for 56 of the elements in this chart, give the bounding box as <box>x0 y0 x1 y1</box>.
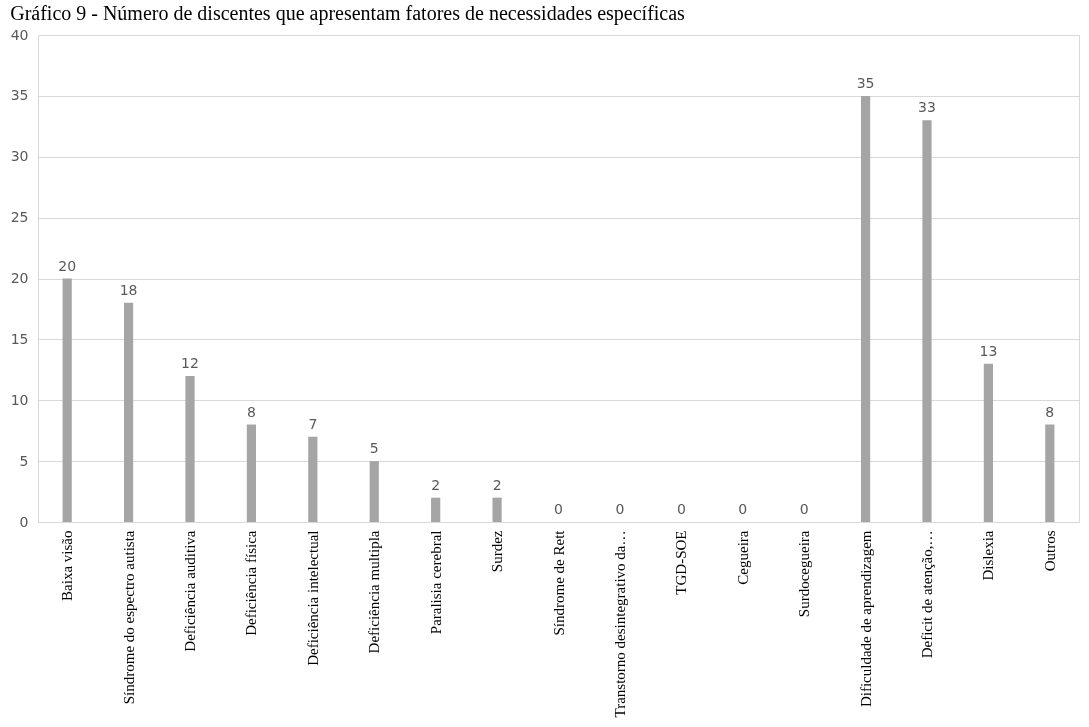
data-label: 2 <box>492 476 502 493</box>
bar <box>62 278 72 522</box>
x-tick-label: Paralisia cerebral <box>427 530 444 635</box>
x-tick-label: Síndrome do espectro autista <box>120 530 137 705</box>
bar <box>1045 424 1055 522</box>
data-label: 35 <box>856 74 875 91</box>
x-tick-label: Surdocegueira <box>796 530 813 618</box>
data-label: 8 <box>246 403 256 420</box>
x-tick-label: Surdez <box>489 530 506 573</box>
x-tick-label: Transtorno desintegrativo da… <box>611 530 628 718</box>
bar <box>983 363 994 522</box>
data-label: 33 <box>918 99 936 116</box>
x-tick-label: Deficiência intelectual <box>304 530 321 666</box>
data-label: 0 <box>676 501 686 517</box>
x-tick-label: TGD-SOE <box>673 530 690 595</box>
x-tick-label: Síndrome de Rett <box>550 529 567 636</box>
bar <box>369 461 379 522</box>
x-tick-label: Baixa visão <box>59 530 76 601</box>
x-tick-label: Deficiência auditiva <box>182 530 198 652</box>
data-label: 12 <box>181 354 199 371</box>
y-tick-label: 15 <box>10 330 29 347</box>
y-tick-label: 10 <box>10 391 29 408</box>
bar <box>308 436 318 522</box>
x-tick-label: Outros <box>1041 530 1058 572</box>
data-label: 8 <box>1045 403 1055 420</box>
bar <box>123 302 134 522</box>
y-tick-label: 35 <box>10 87 29 104</box>
y-tick-label: 25 <box>10 209 29 226</box>
x-tick-label: Deficiência multipla <box>366 530 383 654</box>
bar <box>185 375 195 522</box>
y-tick-label: 30 <box>10 148 29 165</box>
x-tick-label: Deficiência física <box>243 530 260 636</box>
data-label: 0 <box>799 501 809 517</box>
x-tick-label: Cegueira <box>734 530 751 585</box>
y-tick-label: 40 <box>10 26 29 43</box>
data-label: 0 <box>554 501 563 517</box>
y-tick-label: 5 <box>19 452 29 469</box>
chart-title: Gráfico 9 - Número de discentes que apresentam fatores de necessidades específicas <box>10 2 686 25</box>
data-label: 2 <box>431 476 441 493</box>
data-label: 0 <box>615 501 625 517</box>
data-label: 13 <box>979 342 998 359</box>
bar <box>922 120 932 522</box>
x-tick-label: Dislexia <box>980 530 997 581</box>
y-tick-label: 0 <box>19 513 29 530</box>
bar <box>492 497 502 522</box>
data-label: 5 <box>369 440 379 457</box>
data-label: 7 <box>308 415 318 432</box>
bar <box>431 497 441 522</box>
data-label: 20 <box>58 257 77 274</box>
data-label: 18 <box>119 281 138 298</box>
bar <box>246 424 257 522</box>
x-tick-label: Dificuldade de aprendizagem <box>857 530 874 708</box>
bar <box>860 95 871 522</box>
y-tick-label: 20 <box>10 270 29 286</box>
x-tick-label: Deficit de atenção,… <box>919 530 935 659</box>
data-label: 0 <box>738 501 748 517</box>
